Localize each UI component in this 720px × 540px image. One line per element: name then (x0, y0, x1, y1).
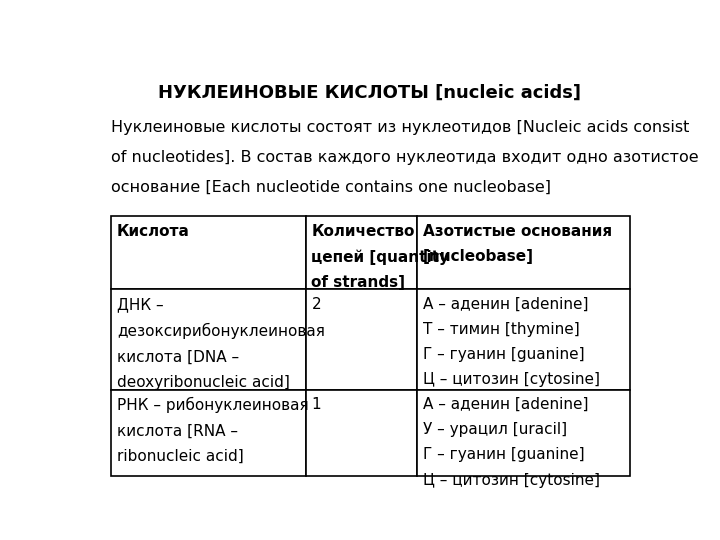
Text: ДНК –
дезоксирибонуклеиновая
кислота [DNA –
deoxyribonucleic acid]: ДНК – дезоксирибонуклеиновая кислота [DN… (117, 297, 325, 389)
Bar (111, 289, 306, 389)
Bar (111, 389, 306, 476)
Text: А – аденин [adenine]
У – урацил [uracil]
Г – гуанин [guanine]
Ц – цитозин [cytos: А – аденин [adenine] У – урацил [uracil]… (423, 397, 600, 488)
Text: Азотистые основания
[nucleobase]: Азотистые основания [nucleobase] (423, 224, 612, 264)
Text: of nucleotides]. В состав каждого нуклеотида входит одно азотистое: of nucleotides]. В состав каждого нуклео… (111, 150, 699, 165)
Text: РНК – рибонуклеиновая
кислота [RNA –
ribonucleic acid]: РНК – рибонуклеиновая кислота [RNA – rib… (117, 397, 308, 463)
Bar (306, 216, 418, 289)
Text: 1: 1 (311, 397, 321, 412)
Text: Кислота: Кислота (117, 224, 189, 239)
Bar (418, 216, 630, 289)
Bar (306, 289, 418, 389)
Text: А – аденин [adenine]
Т – тимин [thymine]
Г – гуанин [guanine]
Ц – цитозин [cytos: А – аденин [adenine] Т – тимин [thymine]… (423, 297, 600, 387)
Text: Нуклеиновые кислоты состоят из нуклеотидов [Nucleic acids consist: Нуклеиновые кислоты состоят из нуклеотид… (111, 120, 690, 134)
Bar (111, 216, 306, 289)
Text: НУКЛЕИНОВЫЕ КИСЛОТЫ [nucleic acids]: НУКЛЕИНОВЫЕ КИСЛОТЫ [nucleic acids] (158, 84, 580, 102)
Bar (418, 389, 630, 476)
Text: 2: 2 (311, 297, 321, 312)
Text: основание [Each nucleotide contains one nucleobase]: основание [Each nucleotide contains one … (111, 180, 552, 194)
Text: Количество
цепей [quantity
of strands]: Количество цепей [quantity of strands] (311, 224, 449, 290)
Bar (306, 389, 418, 476)
Bar (418, 289, 630, 389)
